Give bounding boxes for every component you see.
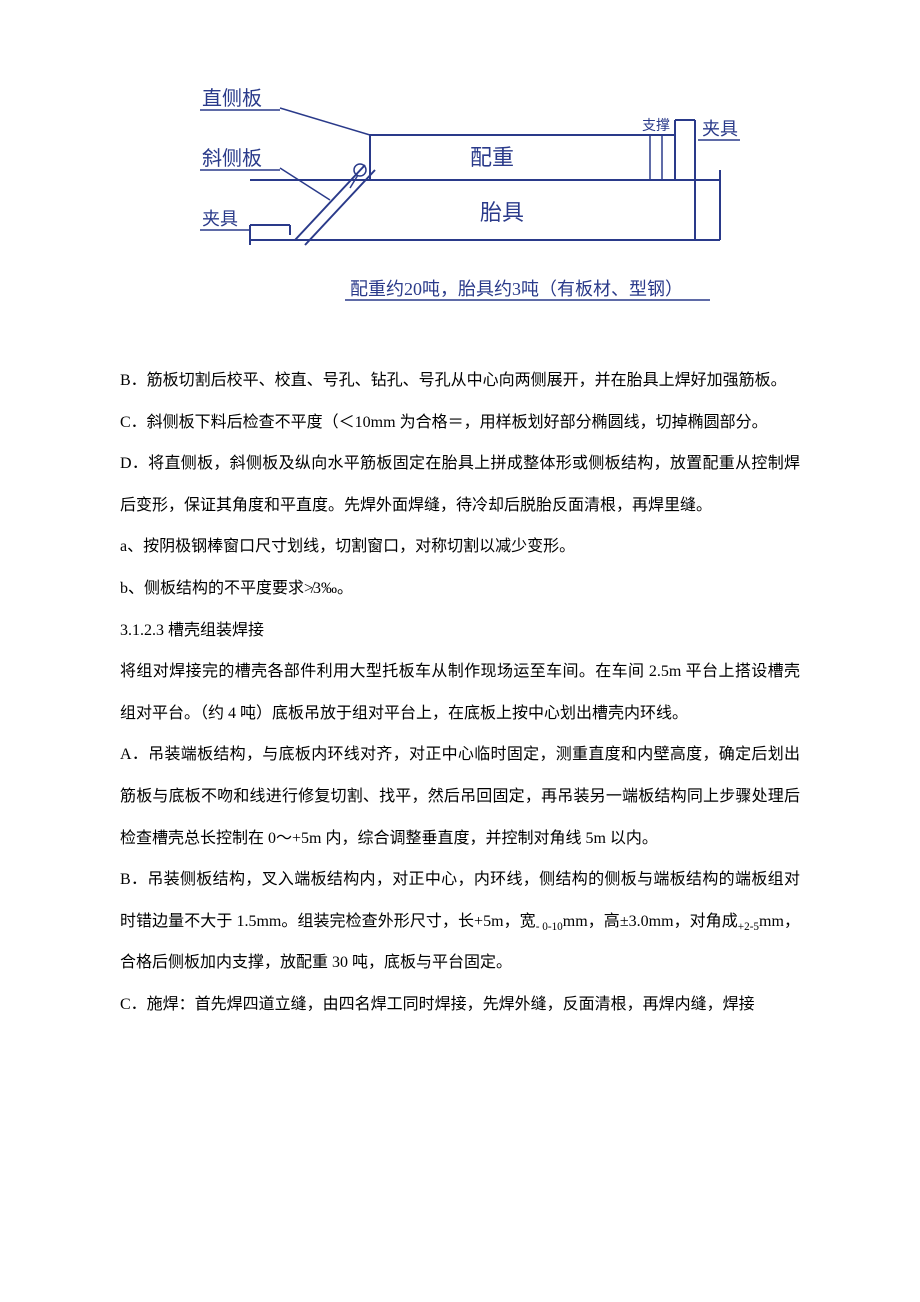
p-3123-b-sub2: +2-5 — [738, 921, 759, 933]
p-3123-b-mid: mm，高±3.0mm，对角成 — [563, 913, 738, 930]
paragraph-d: D．将直侧板，斜侧板及纵向水平筋板固定在胎具上拼成整体形或侧板结构，放置配重从控… — [120, 443, 800, 526]
diagram-caption: 配重约20吨，胎具约3吨（有板材、型钢） — [350, 279, 683, 299]
label-center-top: 配重 — [470, 145, 514, 170]
label-center-bottom: 胎具 — [480, 200, 524, 225]
p-3123-b-sub1: - 0-10 — [536, 921, 563, 933]
paragraph-3123-a: A．吊装端板结构，与底板内环线对齐，对正中心临时固定，测重直度和内壁高度，确定后… — [120, 734, 800, 859]
label-top-right-small: 支撑 — [642, 118, 670, 134]
paragraph-a-small: a、按阴极钢棒窗口尺寸划线，切割窗口，对称切割以减少变形。 — [120, 526, 800, 568]
paragraph-3123-intro: 将组对焊接完的槽壳各部件利用大型托板车从制作现场运至车间。在车间 2.5m 平台… — [120, 651, 800, 734]
paragraph-b: B．筋板切割后校平、校直、号孔、钻孔、号孔从中心向两侧展开，并在胎具上焊好加强筋… — [120, 360, 800, 402]
paragraph-b-small: b、侧板结构的不平度要求≯3‰。 — [120, 568, 800, 610]
label-top-right: 夹具 — [702, 119, 738, 139]
jig-diagram: 直侧板 斜侧板 夹具 支撑 夹具 配重 胎具 配重约20吨，胎具约3吨（有板材、… — [180, 70, 740, 330]
label-bottom-left: 夹具 — [202, 209, 238, 229]
label-mid-left: 斜侧板 — [202, 147, 262, 170]
heading-3123: 3.1.2.3 槽壳组装焊接 — [120, 610, 800, 652]
paragraph-c: C．斜侧板下料后检查不平度（＜10mm 为合格＝，用样板划好部分椭圆线，切掉椭圆… — [120, 402, 800, 444]
label-top-left: 直侧板 — [202, 87, 262, 110]
paragraph-3123-c: C．施焊：首先焊四道立缝，由四名焊工同时焊接，先焊外缝，反面清根，再焊内缝，焊接 — [120, 984, 800, 1026]
paragraph-3123-b: B．吊装侧板结构，叉入端板结构内，对正中心，内环线，侧结构的侧板与端板结构的端板… — [120, 859, 800, 984]
